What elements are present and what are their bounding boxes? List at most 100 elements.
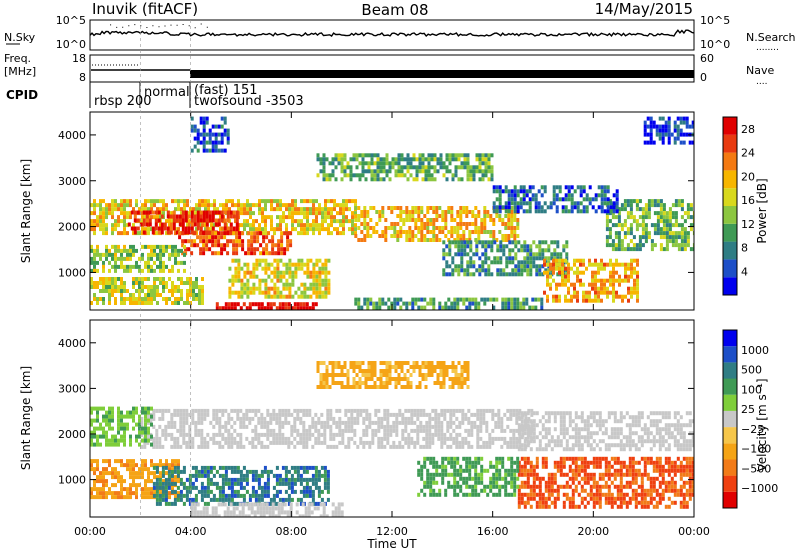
power-cell: [544, 256, 548, 261]
velocity-cell: [350, 412, 354, 417]
power-cell: [285, 227, 288, 232]
power-cell: [255, 258, 259, 263]
power-cell: [656, 219, 660, 224]
velocity-cell: [296, 440, 300, 445]
velocity-cell: [275, 432, 279, 437]
power-cell: [600, 209, 604, 214]
power-cell: [235, 251, 239, 256]
velocity-cell: [251, 428, 255, 433]
power-cell: [646, 140, 650, 145]
power-cell: [249, 290, 253, 295]
velocity-cell: [532, 411, 536, 416]
power-cell: [543, 209, 547, 214]
power-cell: [261, 215, 264, 220]
velocity-cell: [224, 497, 228, 502]
power-cell: [525, 201, 529, 206]
velocity-cell: [227, 436, 231, 441]
velocity-cell: [691, 439, 694, 444]
power-cell: [649, 120, 653, 125]
power-cell: [647, 235, 651, 240]
power-cell: [279, 215, 282, 220]
velocity-cell: [410, 408, 414, 413]
power-cell: [677, 231, 681, 236]
power-cell: [671, 231, 675, 236]
power-cell: [399, 234, 403, 238]
power-cell: [153, 252, 156, 257]
velocity-cell: [144, 418, 147, 423]
power-cell: [327, 290, 331, 295]
velocity-cell: [350, 416, 354, 421]
velocity-cell: [434, 432, 438, 437]
power-cell: [513, 209, 517, 214]
velocity-cell: [332, 444, 336, 449]
velocity-cell: [353, 420, 357, 425]
power-cell: [189, 281, 192, 285]
power-cell: [181, 226, 185, 231]
noise-right-tick-bottom: 10^0: [700, 38, 730, 51]
power-cell: [564, 298, 567, 303]
velocity-cell: [598, 439, 602, 444]
power-cell: [396, 206, 400, 210]
noise-left-tick-bottom: 10^0: [56, 38, 86, 51]
power-cell: [135, 297, 138, 301]
power-cell: [187, 226, 191, 231]
velocity-cell: [401, 412, 405, 417]
power-cell: [456, 210, 460, 214]
power-cell: [445, 252, 449, 257]
velocity-cell: [520, 419, 524, 424]
power-cell: [385, 161, 389, 166]
power-cell: [240, 286, 244, 291]
power-cell: [555, 266, 558, 271]
power-cell: [526, 252, 530, 257]
power-cell: [261, 258, 265, 263]
power-cell: [361, 161, 365, 166]
power-cell: [201, 199, 204, 204]
power-cell: [510, 301, 514, 306]
power-cell: [312, 203, 315, 208]
velocity-cell: [132, 475, 135, 480]
velocity-cell: [254, 424, 258, 429]
power-cell: [490, 177, 494, 182]
velocity-cell: [284, 420, 288, 425]
power-cell: [181, 243, 185, 248]
velocity-cell: [595, 419, 599, 424]
velocity-cell: [144, 434, 147, 439]
velocity-cell: [547, 439, 551, 444]
power-cell: [504, 205, 508, 210]
velocity-cell: [123, 430, 126, 435]
power-cell: [531, 185, 535, 190]
power-cell: [114, 268, 117, 273]
power-cell: [450, 234, 454, 238]
power-cell: [538, 252, 542, 257]
velocity-cell: [230, 497, 234, 502]
velocity-cell: [634, 415, 638, 420]
power-cell: [224, 302, 228, 307]
power-cell: [469, 165, 473, 170]
power-cell: [522, 197, 526, 202]
frequency-panel: Freq. [MHz] 18 8 60 0 Nave ....: [4, 52, 774, 87]
freq-tick-bottom: 8: [79, 71, 86, 84]
power-cell: [306, 258, 310, 263]
power-cell: [318, 231, 321, 236]
power-cell: [280, 243, 284, 248]
velocity-cell: [326, 416, 330, 421]
velocity-cell: [227, 481, 231, 486]
power-cell: [375, 230, 379, 234]
power-cell: [460, 153, 464, 158]
velocity-cell: [254, 428, 258, 433]
power-cell: [90, 244, 93, 249]
power-cell: [537, 209, 541, 214]
velocity-cell: [311, 444, 315, 449]
velocity-cell: [667, 443, 671, 448]
velocity-cell: [610, 443, 614, 448]
velocity-cell: [176, 465, 180, 470]
power-cell: [528, 209, 532, 214]
velocity-cell: [425, 420, 429, 425]
power-cell: [93, 248, 96, 253]
power-cell: [174, 285, 177, 289]
velocity-cell: [263, 444, 267, 449]
power-cell: [615, 189, 619, 194]
power-cell: [597, 266, 600, 271]
power-cell: [303, 270, 307, 275]
power-cell: [288, 262, 292, 267]
